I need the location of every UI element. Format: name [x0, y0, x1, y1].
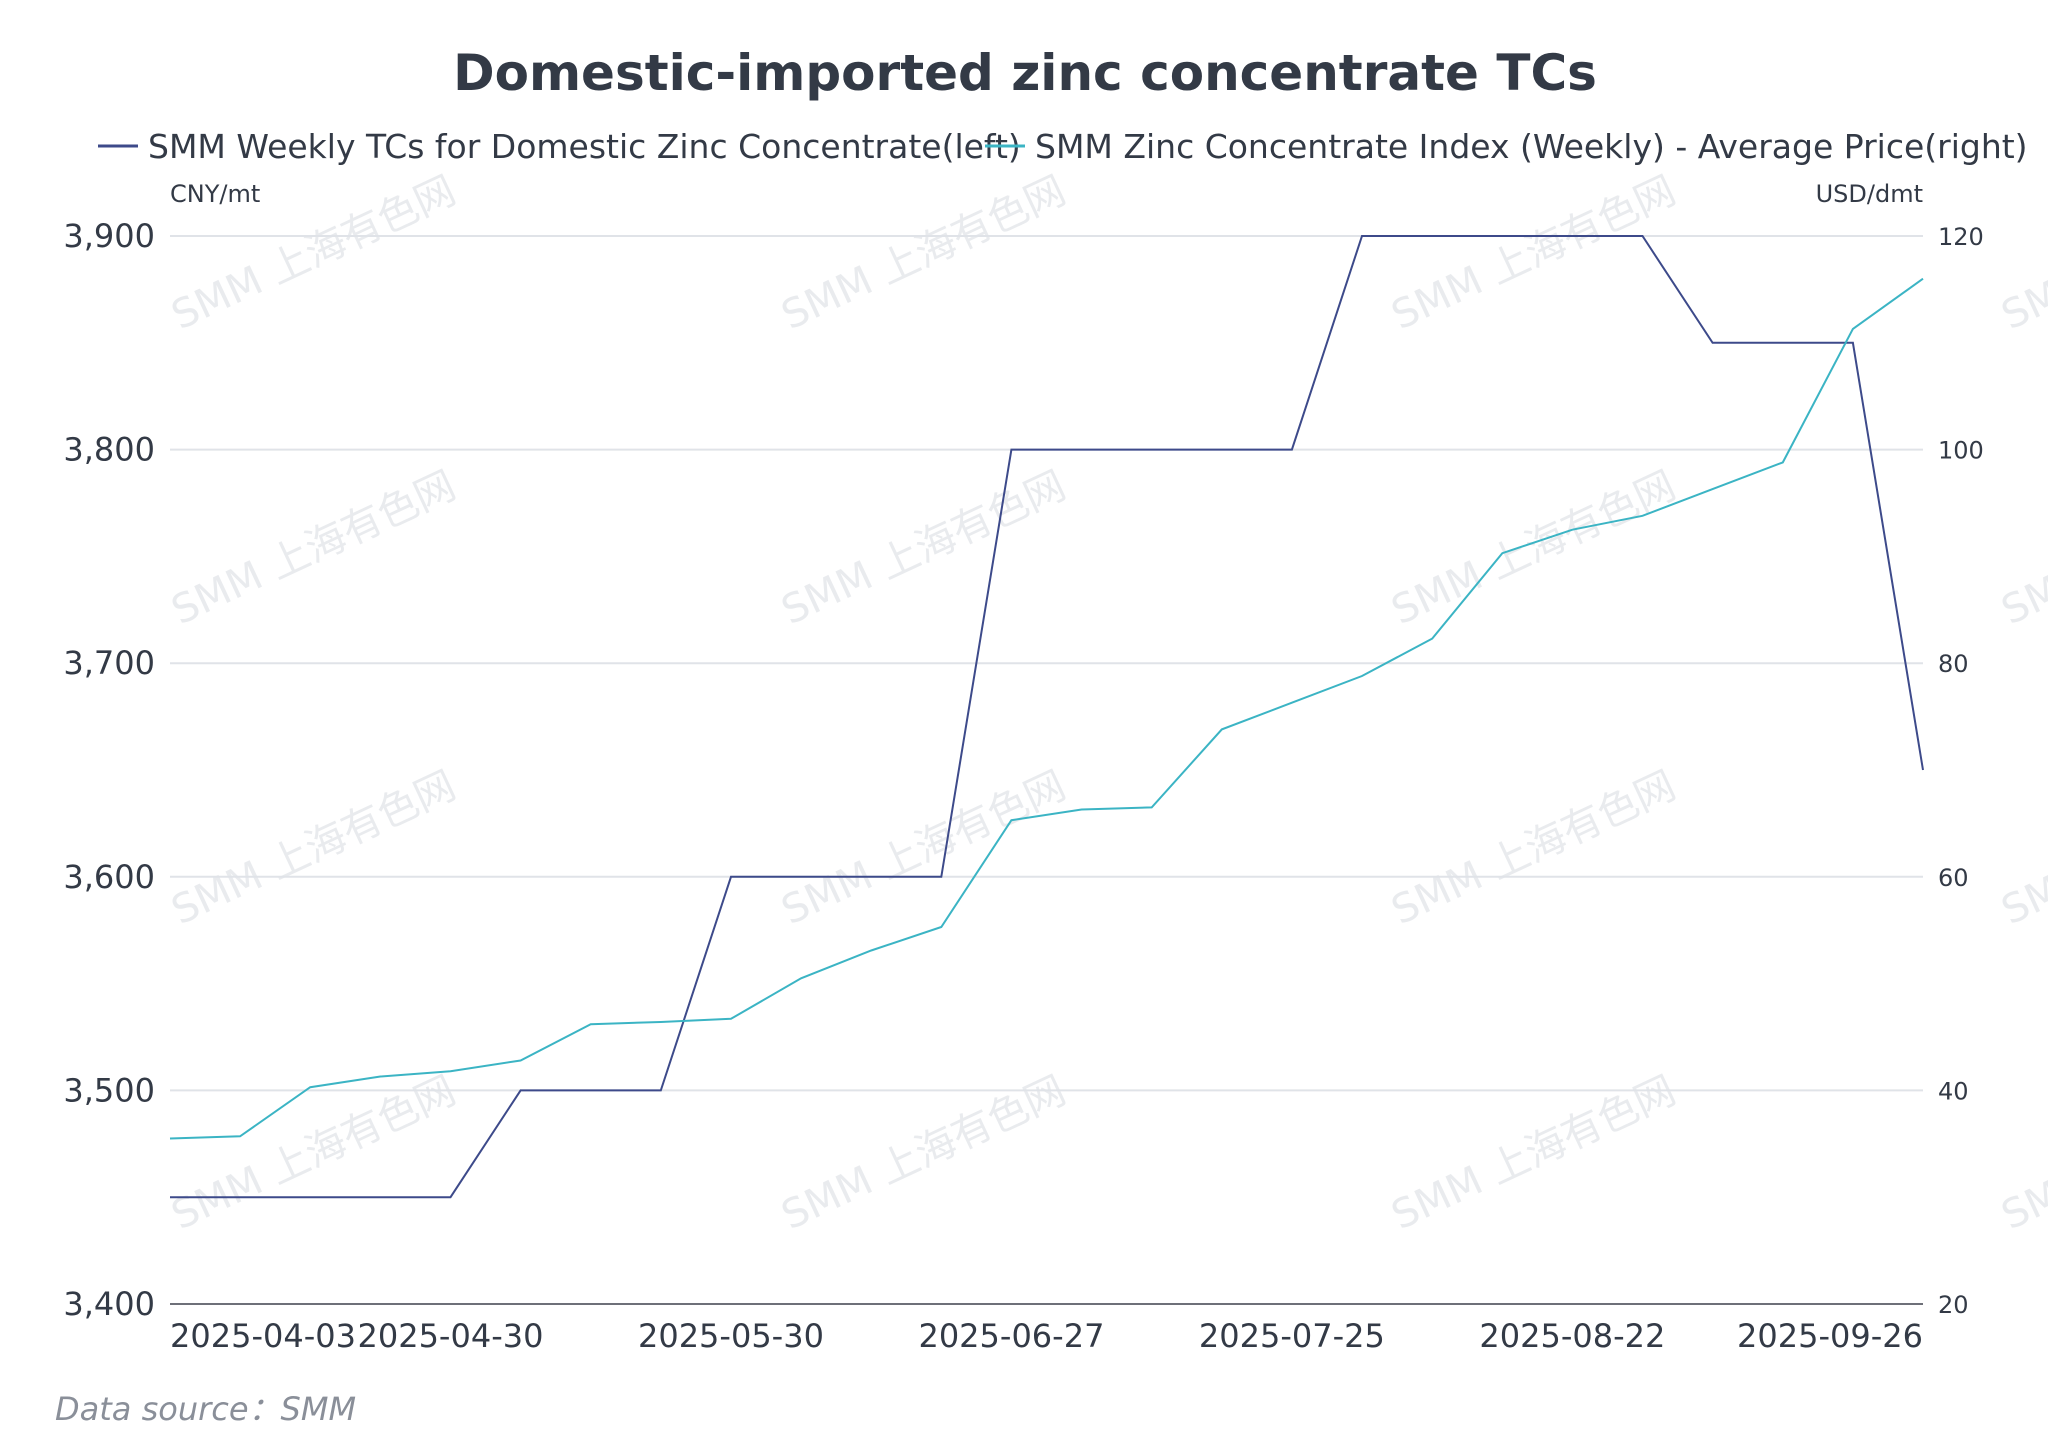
data-source: Data source：SMM: [55, 1390, 356, 1428]
watermark-text: SMM 上海有色网: [775, 463, 1073, 634]
watermark-text: SMM 上海有色网: [775, 168, 1073, 339]
left-tick-label: 3,500: [63, 1071, 155, 1109]
chart-title: Domestic-imported zinc concentrate TCs: [453, 44, 1597, 102]
legend-label-zinc-index: SMM Zinc Concentrate Index (Weekly) - Av…: [1035, 127, 2028, 166]
left-axis-ticks: 3,400 3,500 3,600 3,700 3,800 3,900: [63, 217, 155, 1323]
watermark-text: SMM 上海有色网: [165, 1068, 463, 1239]
watermark-layer: SMM 上海有色网 SMM 上海有色网 SMM 上海有色网 SMM 上海有色网 SMM …: [165, 168, 2048, 1239]
watermark-text: SMM 上海有色网: [1995, 763, 2048, 934]
right-tick-label: 100: [1938, 437, 1984, 465]
series-line-zinc-index: [169, 277, 1924, 1140]
x-tick-label: 2025-07-25: [1199, 1317, 1385, 1355]
x-tick-label: 2025-08-22: [1479, 1317, 1665, 1355]
left-tick-label: 3,900: [63, 217, 155, 255]
left-tick-label: 3,400: [63, 1285, 155, 1323]
watermark-text: SMM 上海有色网: [165, 463, 463, 634]
right-tick-label: 40: [1938, 1077, 1969, 1105]
watermark-text: SMM 上海有色网: [775, 1068, 1073, 1239]
watermark-text: SMM 上海有色网: [1995, 1068, 2048, 1239]
gridlines: [170, 235, 1923, 1092]
right-tick-label: 20: [1938, 1291, 1969, 1319]
x-tick-label: 2025-04-03: [170, 1317, 356, 1355]
watermark-text: SMM 上海有色网: [775, 763, 1073, 934]
left-axis-unit: CNY/mt: [170, 180, 260, 208]
right-axis-unit: USD/dmt: [1816, 180, 1923, 208]
x-tick-label: 2025-09-26: [1737, 1317, 1923, 1355]
x-tick-label: 2025-06-27: [918, 1317, 1104, 1355]
series-line-domestic-tc: [170, 235, 1924, 1199]
watermark-text: SMM 上海有色网: [1995, 168, 2048, 339]
watermark-text: SMM 上海有色网: [165, 763, 463, 934]
right-axis-ticks: 20 40 60 80 100 120: [1938, 223, 1984, 1319]
left-tick-label: 3,800: [63, 431, 155, 469]
watermark-text: SMM 上海有色网: [1385, 168, 1683, 339]
left-tick-label: 3,600: [63, 858, 155, 896]
watermark-text: SMM 上海有色网: [1385, 463, 1683, 634]
left-tick-label: 3,700: [63, 644, 155, 682]
x-tick-label: 2025-05-30: [638, 1317, 824, 1355]
right-tick-label: 80: [1938, 650, 1969, 678]
x-axis-ticks: 2025-04-03 2025-04-30 2025-05-30 2025-06-27…: [170, 1317, 1923, 1355]
watermark-text: SMM 上海有色网: [1995, 463, 2048, 634]
watermark-text: SMM 上海有色网: [1385, 1068, 1683, 1239]
right-tick-label: 60: [1938, 864, 1969, 892]
legend: SMM Weekly TCs for Domestic Zinc Concent…: [98, 127, 2028, 166]
right-tick-label: 120: [1938, 223, 1984, 251]
legend-label-domestic-tc: SMM Weekly TCs for Domestic Zinc Concent…: [148, 127, 1021, 166]
x-tick-label: 2025-04-30: [357, 1317, 543, 1355]
watermark-text: SMM 上海有色网: [1385, 763, 1683, 934]
